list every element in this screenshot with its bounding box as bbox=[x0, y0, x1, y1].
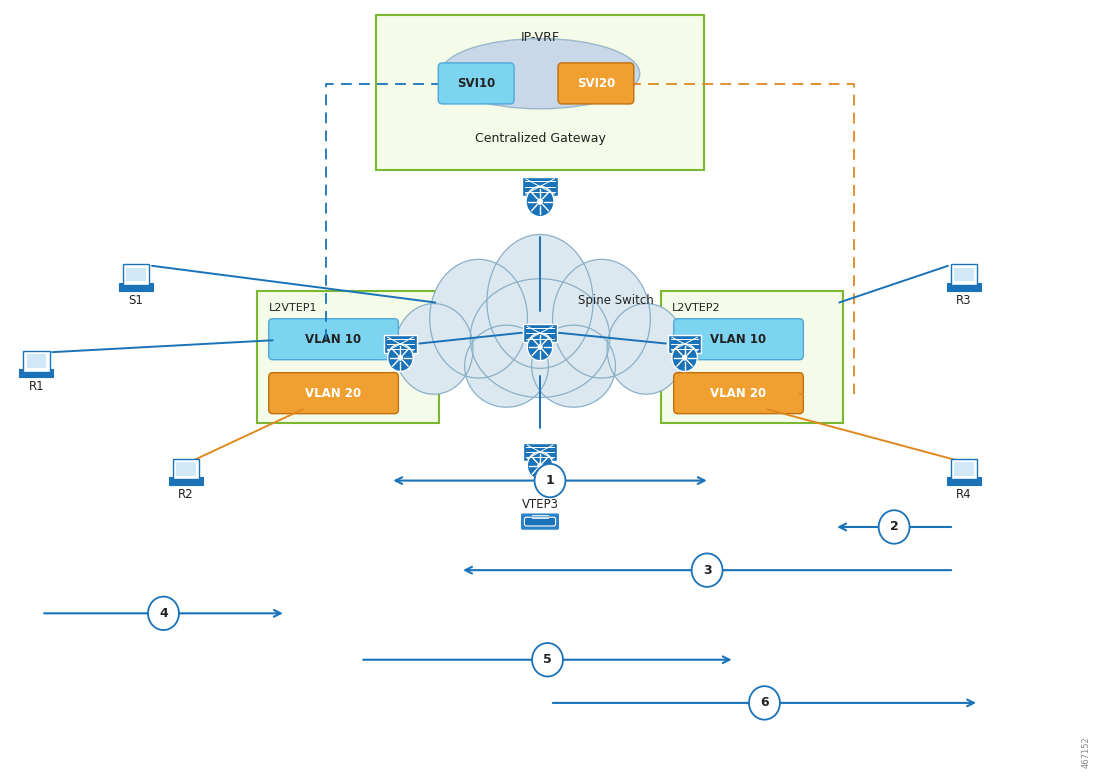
FancyBboxPatch shape bbox=[950, 458, 977, 479]
Text: VLAN 20: VLAN 20 bbox=[711, 386, 767, 400]
Circle shape bbox=[682, 355, 688, 361]
Circle shape bbox=[532, 643, 563, 676]
Text: R4: R4 bbox=[956, 488, 971, 501]
FancyBboxPatch shape bbox=[438, 63, 514, 104]
Text: 2: 2 bbox=[890, 521, 899, 533]
FancyBboxPatch shape bbox=[524, 443, 557, 461]
Circle shape bbox=[537, 344, 542, 350]
Ellipse shape bbox=[552, 260, 650, 378]
Ellipse shape bbox=[470, 278, 609, 397]
Text: 3: 3 bbox=[703, 564, 712, 576]
FancyBboxPatch shape bbox=[268, 373, 398, 414]
FancyBboxPatch shape bbox=[26, 354, 46, 368]
Ellipse shape bbox=[395, 303, 473, 394]
FancyBboxPatch shape bbox=[947, 477, 981, 485]
FancyBboxPatch shape bbox=[558, 63, 634, 104]
Circle shape bbox=[879, 511, 910, 543]
Text: SVI10: SVI10 bbox=[458, 77, 495, 90]
Circle shape bbox=[749, 686, 780, 719]
FancyBboxPatch shape bbox=[954, 462, 974, 475]
FancyBboxPatch shape bbox=[268, 319, 398, 360]
Circle shape bbox=[537, 463, 542, 468]
Text: R1: R1 bbox=[29, 380, 44, 393]
Text: Centralized Gateway: Centralized Gateway bbox=[474, 132, 605, 145]
Ellipse shape bbox=[531, 325, 615, 407]
Ellipse shape bbox=[430, 260, 528, 378]
Circle shape bbox=[527, 452, 553, 479]
Text: 467152: 467152 bbox=[1081, 736, 1090, 768]
FancyBboxPatch shape bbox=[947, 283, 981, 291]
Circle shape bbox=[535, 464, 565, 497]
Text: L2VTEP1: L2VTEP1 bbox=[268, 303, 317, 313]
Text: R3: R3 bbox=[956, 294, 971, 307]
Text: L2VTEP2: L2VTEP2 bbox=[672, 303, 721, 313]
Circle shape bbox=[148, 597, 179, 630]
FancyBboxPatch shape bbox=[954, 268, 974, 282]
FancyBboxPatch shape bbox=[23, 350, 50, 371]
FancyBboxPatch shape bbox=[173, 458, 199, 479]
FancyBboxPatch shape bbox=[520, 513, 560, 530]
Text: S1: S1 bbox=[129, 294, 143, 307]
Text: R2: R2 bbox=[178, 488, 194, 501]
Circle shape bbox=[387, 344, 414, 371]
Ellipse shape bbox=[607, 303, 685, 394]
FancyBboxPatch shape bbox=[950, 264, 977, 285]
Text: VLAN 10: VLAN 10 bbox=[306, 332, 362, 346]
FancyBboxPatch shape bbox=[384, 335, 417, 353]
Text: VLAN 20: VLAN 20 bbox=[306, 386, 362, 400]
Circle shape bbox=[537, 199, 543, 205]
FancyBboxPatch shape bbox=[19, 369, 54, 377]
FancyBboxPatch shape bbox=[524, 325, 557, 343]
Ellipse shape bbox=[440, 38, 640, 109]
Circle shape bbox=[526, 186, 554, 217]
Text: Spine Switch: Spine Switch bbox=[578, 294, 653, 307]
Circle shape bbox=[397, 355, 404, 361]
Text: 6: 6 bbox=[760, 697, 769, 709]
Text: IP-VRF: IP-VRF bbox=[520, 31, 560, 45]
FancyBboxPatch shape bbox=[376, 16, 704, 170]
Text: VTEP3: VTEP3 bbox=[521, 498, 559, 511]
Text: 4: 4 bbox=[160, 607, 168, 620]
FancyBboxPatch shape bbox=[256, 291, 439, 423]
FancyBboxPatch shape bbox=[673, 373, 803, 414]
FancyBboxPatch shape bbox=[661, 291, 844, 423]
Text: VLAN 10: VLAN 10 bbox=[711, 332, 767, 346]
FancyBboxPatch shape bbox=[119, 283, 153, 291]
Circle shape bbox=[527, 333, 553, 361]
FancyBboxPatch shape bbox=[126, 268, 146, 282]
FancyBboxPatch shape bbox=[176, 462, 196, 475]
Text: 5: 5 bbox=[543, 653, 552, 666]
FancyBboxPatch shape bbox=[525, 517, 556, 526]
FancyBboxPatch shape bbox=[169, 477, 204, 485]
Circle shape bbox=[692, 554, 723, 586]
FancyBboxPatch shape bbox=[123, 264, 150, 285]
Ellipse shape bbox=[487, 235, 593, 368]
Ellipse shape bbox=[464, 325, 549, 407]
FancyBboxPatch shape bbox=[668, 335, 702, 353]
Text: SVI20: SVI20 bbox=[576, 77, 615, 90]
Circle shape bbox=[672, 344, 697, 371]
Text: 1: 1 bbox=[546, 474, 554, 487]
FancyBboxPatch shape bbox=[521, 177, 559, 196]
FancyBboxPatch shape bbox=[673, 319, 803, 360]
